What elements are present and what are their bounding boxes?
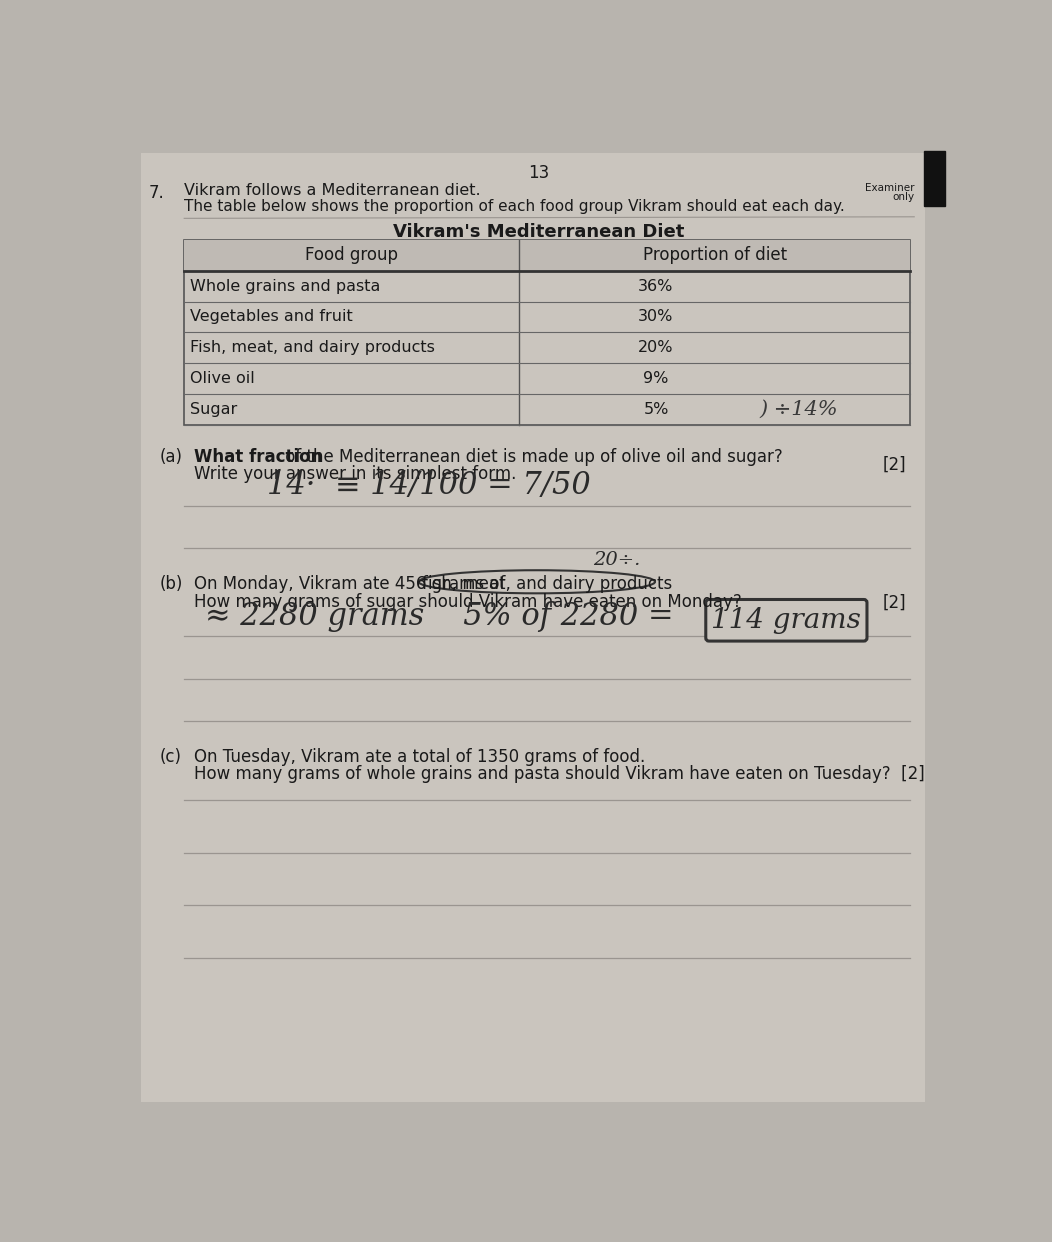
Text: Vegetables and fruit: Vegetables and fruit <box>190 309 353 324</box>
Text: What fraction: What fraction <box>194 448 322 466</box>
Text: ) ÷14%: ) ÷14% <box>760 400 837 419</box>
Text: 13: 13 <box>528 164 550 183</box>
Text: [2]: [2] <box>883 456 907 473</box>
Text: only: only <box>892 193 914 202</box>
Text: 36%: 36% <box>639 278 673 293</box>
Text: [2]: [2] <box>883 594 907 611</box>
Bar <box>924 150 946 206</box>
Text: How many grams of whole grains and pasta should Vikram have eaten on Tuesday?  [: How many grams of whole grains and pasta… <box>194 765 925 782</box>
Text: 30%: 30% <box>639 309 673 324</box>
Text: 9%: 9% <box>643 371 669 386</box>
Text: On Monday, Vikram ate 456 grams of: On Monday, Vikram ate 456 grams of <box>194 575 510 592</box>
Text: On Tuesday, Vikram ate a total of 1350 grams of food.: On Tuesday, Vikram ate a total of 1350 g… <box>194 748 645 766</box>
Text: The table below shows the proportion of each food group Vikram should eat each d: The table below shows the proportion of … <box>184 199 845 214</box>
Text: 5%: 5% <box>643 402 669 417</box>
Text: Examiner: Examiner <box>865 183 914 193</box>
Text: Write your answer in its simplest form.: Write your answer in its simplest form. <box>194 465 515 483</box>
Text: (b): (b) <box>160 575 183 592</box>
FancyBboxPatch shape <box>706 600 867 641</box>
Text: 7.: 7. <box>148 185 164 202</box>
Text: 14·  ≡ 14/100 = 7/50: 14· ≡ 14/100 = 7/50 <box>267 469 591 501</box>
Text: Proportion of diet: Proportion of diet <box>643 246 787 265</box>
Text: 114 grams: 114 grams <box>711 607 862 633</box>
Text: How many grams of sugar should Vikram have eaten on Monday?: How many grams of sugar should Vikram ha… <box>194 594 742 611</box>
Text: 20÷.: 20÷. <box>592 550 640 569</box>
Text: Food group: Food group <box>305 246 398 265</box>
Text: Olive oil: Olive oil <box>190 371 256 386</box>
Text: Whole grains and pasta: Whole grains and pasta <box>190 278 381 293</box>
Text: Fish, meat, and dairy products: Fish, meat, and dairy products <box>190 340 436 355</box>
Text: of the Mediterranean diet is made up of olive oil and sugar?: of the Mediterranean diet is made up of … <box>280 448 783 466</box>
Text: (c): (c) <box>160 748 181 766</box>
Text: Sugar: Sugar <box>190 402 238 417</box>
Text: ≈ 2280 grams    5% of 2280 =: ≈ 2280 grams 5% of 2280 = <box>205 601 673 632</box>
Text: Vikram follows a Mediterranean diet.: Vikram follows a Mediterranean diet. <box>184 183 481 197</box>
Text: Vikram's Mediterranean Diet: Vikram's Mediterranean Diet <box>393 224 685 241</box>
Bar <box>184 240 910 271</box>
Text: 20%: 20% <box>639 340 673 355</box>
Text: (a): (a) <box>160 448 182 466</box>
Text: fish, meat, and dairy products: fish, meat, and dairy products <box>422 575 672 592</box>
Bar <box>184 240 910 425</box>
